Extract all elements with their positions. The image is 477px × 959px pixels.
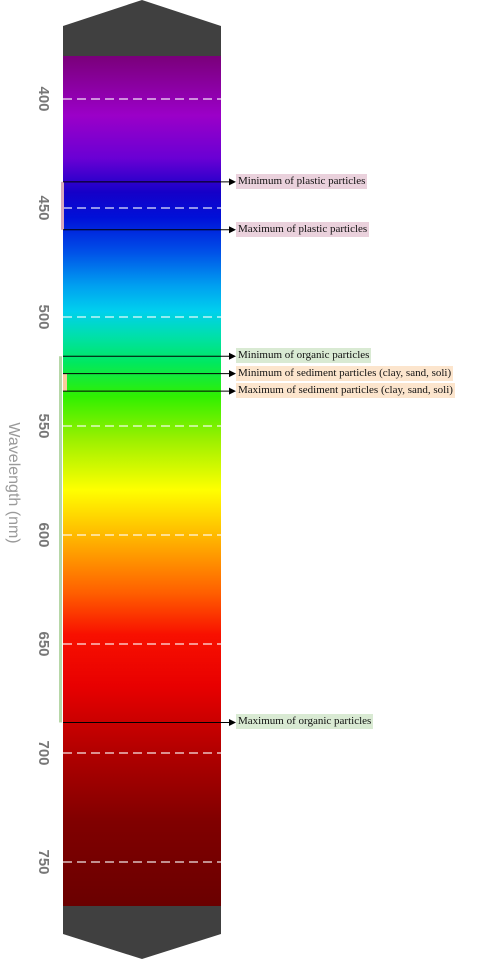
annotation-arrowhead [229, 387, 236, 395]
sediment-annotation-label: Maximum of sediment particles (clay, san… [236, 383, 455, 399]
plastic-range-bracket [61, 181, 64, 230]
annotation-arrowhead [229, 370, 236, 378]
top-cap [63, 0, 221, 57]
tick-label-550: 550 [35, 413, 52, 438]
organic-annotation-label: Minimum of organic particles [236, 348, 372, 364]
tick-label-400: 400 [35, 86, 52, 111]
tick-label-750: 750 [35, 849, 52, 874]
tick-label-600: 600 [35, 522, 52, 547]
sediment-range-bracket [63, 373, 67, 392]
tick-labels: 400 450 500 550 600 650 700 750 [35, 86, 52, 874]
bottom-cap [63, 906, 221, 959]
tick-label-650: 650 [35, 631, 52, 656]
organic-annotation-label: Maximum of organic particles [236, 714, 374, 730]
annotation-arrowhead [229, 718, 236, 726]
tick-label-700: 700 [35, 740, 52, 765]
annotation-arrowhead [229, 352, 236, 360]
annotation-arrowhead [229, 178, 236, 186]
tick-label-500: 500 [35, 304, 52, 329]
axis-title: Wavelength (nm) [5, 422, 22, 543]
annotation-arrowhead [229, 226, 236, 234]
sediment-annotation-label: Minimum of sediment particles (clay, san… [236, 365, 454, 381]
tick-label-450: 450 [35, 195, 52, 220]
spectrum-bar [63, 56, 221, 907]
annotation-arrows [63, 178, 236, 726]
organic-range-bracket [59, 356, 62, 723]
plastic-annotation-label: Minimum of plastic particles [236, 173, 368, 189]
range-brackets [59, 181, 67, 723]
plastic-annotation-label: Maximum of plastic particles [236, 221, 370, 237]
grid-layer [63, 98, 221, 863]
